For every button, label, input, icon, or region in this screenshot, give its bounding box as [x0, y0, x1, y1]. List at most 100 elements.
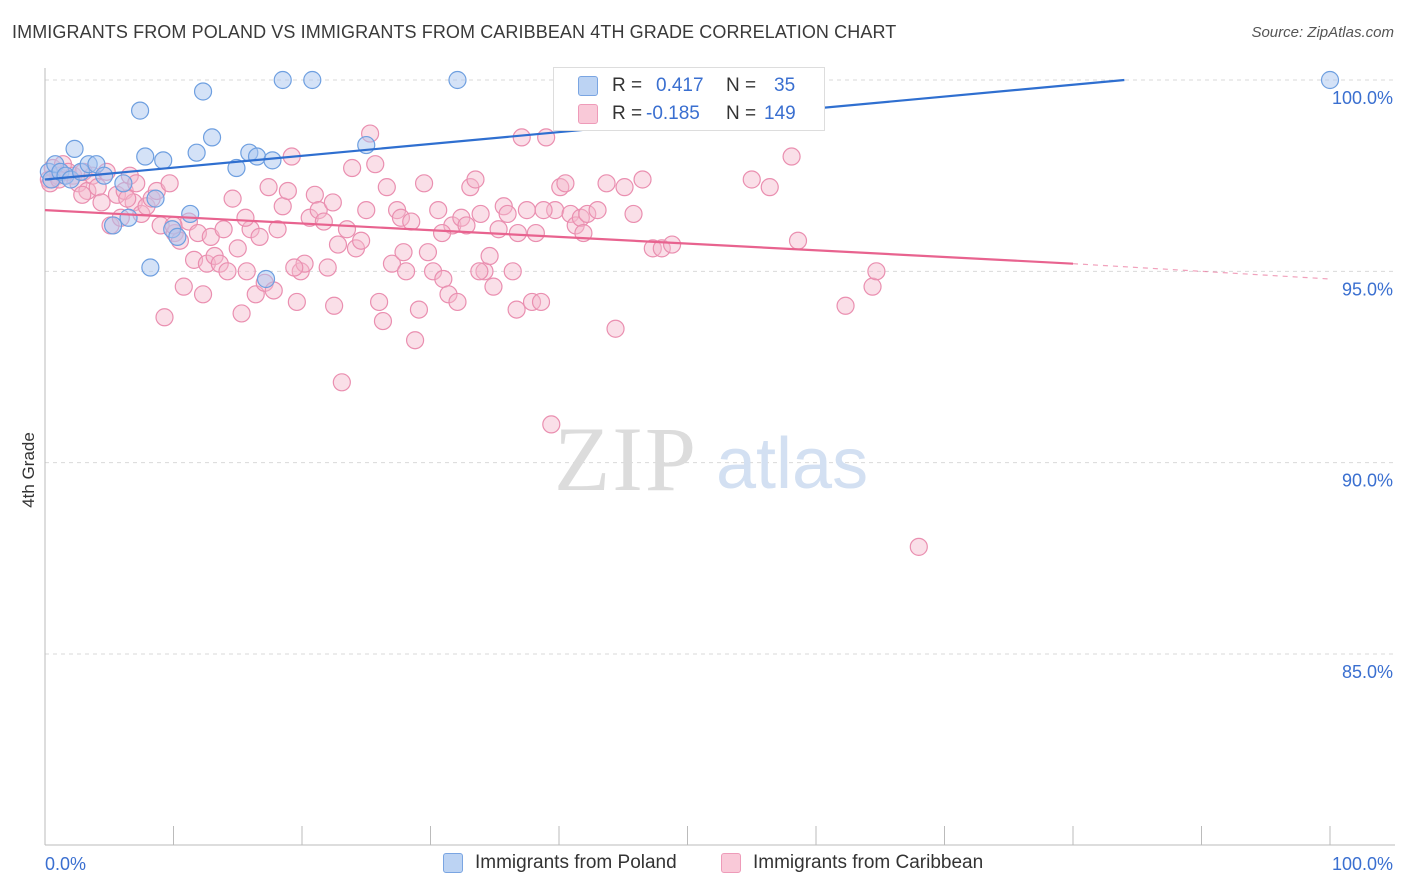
legend-swatch-poland — [443, 853, 463, 873]
watermark-zip: ZIP — [554, 408, 698, 510]
caribbean-point — [836, 296, 855, 315]
poland-point — [114, 174, 133, 193]
caribbean-point — [434, 269, 453, 289]
poland-point — [181, 204, 200, 224]
caribbean-point — [155, 308, 174, 327]
poland-point — [187, 143, 206, 162]
caribbean-point — [615, 178, 634, 197]
poland-point — [273, 70, 292, 90]
caribbean-point — [295, 254, 314, 273]
caribbean-point — [285, 258, 304, 277]
caribbean-point — [867, 262, 886, 281]
poland-point — [136, 147, 155, 166]
caribbean-point — [489, 220, 508, 239]
caribbean-trend-line — [44, 209, 1074, 265]
stats-swatch-poland — [578, 76, 598, 96]
poland-points — [39, 70, 1340, 289]
caribbean-point — [597, 174, 616, 193]
caribbean-point — [606, 319, 625, 338]
caribbean-point — [273, 197, 292, 216]
stats-n-value: 149 — [764, 103, 796, 124]
x-tick-label: 100.0% — [1332, 854, 1393, 874]
stats-r-value: -0.185 — [646, 103, 700, 124]
caribbean-point — [352, 231, 371, 250]
caribbean-point — [377, 178, 396, 197]
poland-point — [154, 151, 173, 170]
stats-n-value: 35 — [774, 75, 796, 96]
poland-point — [193, 82, 213, 101]
caribbean-point — [92, 193, 111, 212]
caribbean-point — [909, 537, 928, 556]
chart-title: IMMIGRANTS FROM POLAND VS IMMIGRANTS FRO… — [12, 22, 897, 42]
caribbean-point — [863, 277, 882, 296]
y-tick-label: 90.0% — [1342, 471, 1393, 491]
caribbean-point — [402, 212, 421, 231]
caribbean-point — [526, 223, 545, 243]
caribbean-point — [662, 235, 682, 254]
stats-r-label: R = — [612, 75, 643, 96]
y-tick-label: 85.0% — [1342, 662, 1393, 682]
poland-point — [130, 101, 150, 120]
y-tick-label: 95.0% — [1342, 279, 1393, 299]
caribbean-point — [228, 239, 247, 258]
caribbean-point — [370, 292, 389, 312]
caribbean-point — [268, 220, 287, 239]
caribbean-point — [328, 235, 348, 254]
caribbean-point — [531, 292, 551, 312]
caribbean-point — [382, 254, 402, 273]
caribbean-point — [534, 201, 553, 220]
caribbean-point — [760, 178, 779, 197]
caribbean-point — [232, 304, 251, 323]
stats-r-value: 0.417 — [656, 75, 704, 96]
caribbean-point — [471, 204, 490, 224]
poland-point — [141, 258, 160, 277]
poland-point — [263, 151, 282, 170]
stats-row-caribbean: R = -0.185 N = 149 — [554, 100, 824, 128]
caribbean-point — [470, 262, 489, 281]
caribbean-point — [480, 246, 499, 266]
caribbean-point — [214, 220, 233, 239]
poland-point — [227, 158, 246, 178]
caribbean-point — [218, 262, 237, 281]
legend-item-poland[interactable]: Immigrants from Poland — [443, 852, 677, 874]
legend-swatch-caribbean — [721, 853, 741, 873]
y-tick-label: 100.0% — [1332, 88, 1393, 108]
caribbean-point — [414, 174, 434, 193]
caribbean-point — [484, 277, 503, 296]
legend-label-poland: Immigrants from Poland — [475, 852, 677, 873]
caribbean-point — [512, 128, 531, 147]
caribbean-point — [556, 174, 575, 193]
caribbean-point — [366, 155, 385, 174]
caribbean-point — [259, 178, 278, 197]
caribbean-point — [160, 174, 179, 193]
caribbean-point — [287, 292, 306, 312]
poland-point — [256, 269, 276, 289]
caribbean-point — [325, 296, 344, 315]
stats-row-poland: R = 0.417 N = 35 — [554, 72, 824, 100]
caribbean-point — [323, 193, 342, 212]
poland-point — [146, 189, 165, 208]
stats-n-label: N = — [726, 75, 757, 96]
poland-point — [247, 147, 267, 166]
caribbean-point — [503, 262, 522, 281]
caribbean-point — [432, 223, 452, 243]
caribbean-point — [343, 158, 362, 178]
caribbean-point — [332, 373, 351, 392]
caribbean-point — [498, 204, 517, 224]
caribbean-point — [423, 262, 443, 281]
poland-point — [448, 70, 467, 90]
poland-point — [168, 227, 187, 246]
caribbean-point — [118, 189, 137, 208]
stats-box: R = 0.417 N = 35 R = -0.185 N = 149 — [553, 67, 825, 131]
caribbean-point — [193, 285, 213, 304]
legend-item-caribbean[interactable]: Immigrants from Caribbean — [721, 852, 983, 874]
watermark-atlas: atlas — [716, 424, 868, 504]
caribbean-point — [223, 189, 242, 208]
caribbean-point — [305, 185, 324, 204]
legend-label-caribbean: Immigrants from Caribbean — [753, 852, 984, 873]
caribbean-point — [418, 243, 438, 262]
poland-point — [104, 216, 123, 235]
caribbean-point — [652, 239, 671, 258]
tick-labels: 85.0% 90.0% 95.0% 100.0% 0.0% 100.0% — [45, 88, 1393, 874]
caribbean-point — [250, 227, 269, 246]
